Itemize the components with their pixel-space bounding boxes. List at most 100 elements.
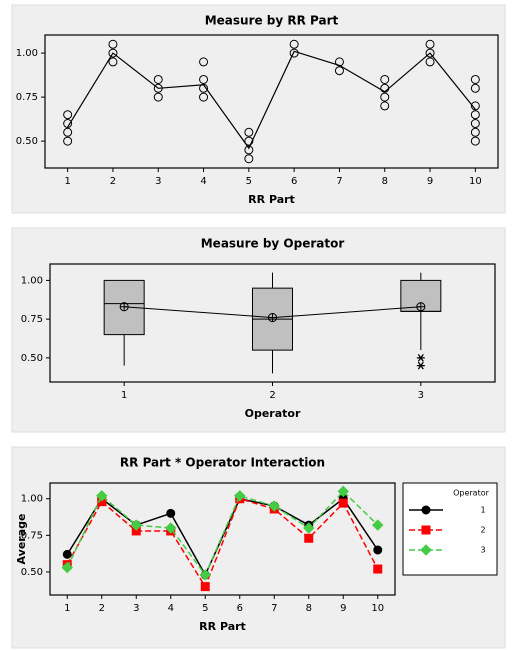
y-tick-label: 1.00 [21, 494, 43, 505]
data-point [425, 48, 435, 58]
x-tick-label: 9 [427, 176, 433, 187]
data-point [470, 136, 480, 146]
x-tick-label: 4 [168, 603, 174, 614]
data-point [199, 92, 209, 102]
data-point [199, 83, 209, 93]
x-tick-label: 7 [271, 603, 277, 614]
data-point [244, 136, 254, 146]
x-axis-label: RR Part [248, 193, 295, 206]
data-point [289, 48, 299, 58]
marker [200, 582, 210, 592]
y-tick-label: 1.00 [16, 48, 38, 59]
data-point [108, 57, 118, 67]
y-tick-label: 0.50 [21, 353, 43, 364]
marker [303, 522, 315, 534]
chart-title: Measure by RR Part [205, 14, 339, 28]
y-tick-label: 0.75 [16, 92, 38, 103]
x-tick-label: 3 [418, 390, 424, 401]
legend-label: 3 [480, 546, 485, 555]
data-point [63, 136, 73, 146]
data-point [289, 39, 299, 49]
marker [372, 519, 384, 531]
data-point [244, 154, 254, 164]
data-point [153, 83, 163, 93]
marker [96, 490, 108, 502]
data-point [153, 92, 163, 102]
y-tick-label: 0.50 [16, 136, 38, 147]
x-tick-label: 1 [64, 603, 70, 614]
data-point [425, 57, 435, 67]
data-point [334, 66, 344, 76]
x-tick-label: 6 [237, 603, 243, 614]
y-axis-label: Average [15, 514, 28, 565]
data-point [380, 74, 390, 84]
data-point [108, 48, 118, 58]
legend-label: 1 [480, 506, 485, 515]
x-tick-label: 2 [110, 176, 116, 187]
marker [337, 485, 349, 498]
data-point [63, 119, 73, 129]
data-point [244, 145, 254, 155]
x-tick-label: 8 [306, 603, 312, 614]
x-axis-label: RR Part [199, 620, 246, 633]
chart-title: Measure by Operator [201, 237, 345, 251]
y-tick-label: 1.00 [21, 275, 43, 286]
x-tick-label: 10 [469, 176, 482, 187]
x-tick-label: 8 [382, 176, 388, 187]
x-tick-label: 5 [246, 176, 252, 187]
series-line [66, 497, 379, 589]
mean-symbol [416, 302, 426, 312]
mean-symbol [119, 302, 129, 312]
marker [373, 545, 383, 555]
x-tick-label: 6 [291, 176, 297, 187]
data-point [380, 83, 390, 93]
legend-label: 2 [480, 526, 485, 535]
marker [421, 525, 431, 535]
marker [338, 498, 348, 508]
data-point [199, 74, 209, 84]
data-point [470, 127, 480, 137]
mean-line [67, 50, 476, 150]
x-axis-label: Operator [245, 407, 301, 420]
marker [234, 490, 246, 502]
mean-symbol [268, 313, 277, 323]
outlier [416, 353, 425, 362]
x-tick-label: 1 [64, 176, 70, 187]
y-tick-label: 0.75 [21, 530, 43, 541]
x-tick-label: 3 [133, 603, 139, 614]
x-tick-label: 2 [269, 390, 275, 401]
data-point [199, 57, 209, 67]
outlier [416, 361, 425, 370]
data-point [470, 119, 480, 129]
chart-title: RR Part * Operator Interaction [120, 456, 325, 470]
data-point [244, 127, 254, 137]
marker [199, 569, 211, 581]
x-tick-label: 1 [121, 390, 127, 401]
marker [165, 522, 177, 534]
marker [166, 508, 176, 518]
marker [304, 533, 314, 543]
data-point [153, 74, 163, 84]
x-tick-label: 2 [99, 603, 105, 614]
x-tick-label: 10 [371, 603, 384, 614]
x-tick-label: 9 [340, 603, 346, 614]
marker [373, 564, 383, 574]
plot-frame [44, 34, 499, 169]
marker [421, 505, 431, 515]
x-tick-label: 5 [202, 603, 208, 614]
data-point [470, 83, 480, 93]
series-line [66, 490, 379, 577]
x-tick-label: 4 [200, 176, 206, 187]
y-tick-label: 0.50 [21, 567, 43, 578]
x-tick-label: 7 [336, 176, 342, 187]
marker [130, 519, 142, 531]
series-line [66, 497, 379, 577]
data-point [380, 92, 390, 102]
data-point [108, 39, 118, 49]
legend-title: Operator [453, 489, 490, 498]
y-tick-label: 0.75 [21, 314, 43, 325]
data-point [380, 101, 390, 111]
data-point [63, 127, 73, 137]
marker [62, 549, 72, 559]
